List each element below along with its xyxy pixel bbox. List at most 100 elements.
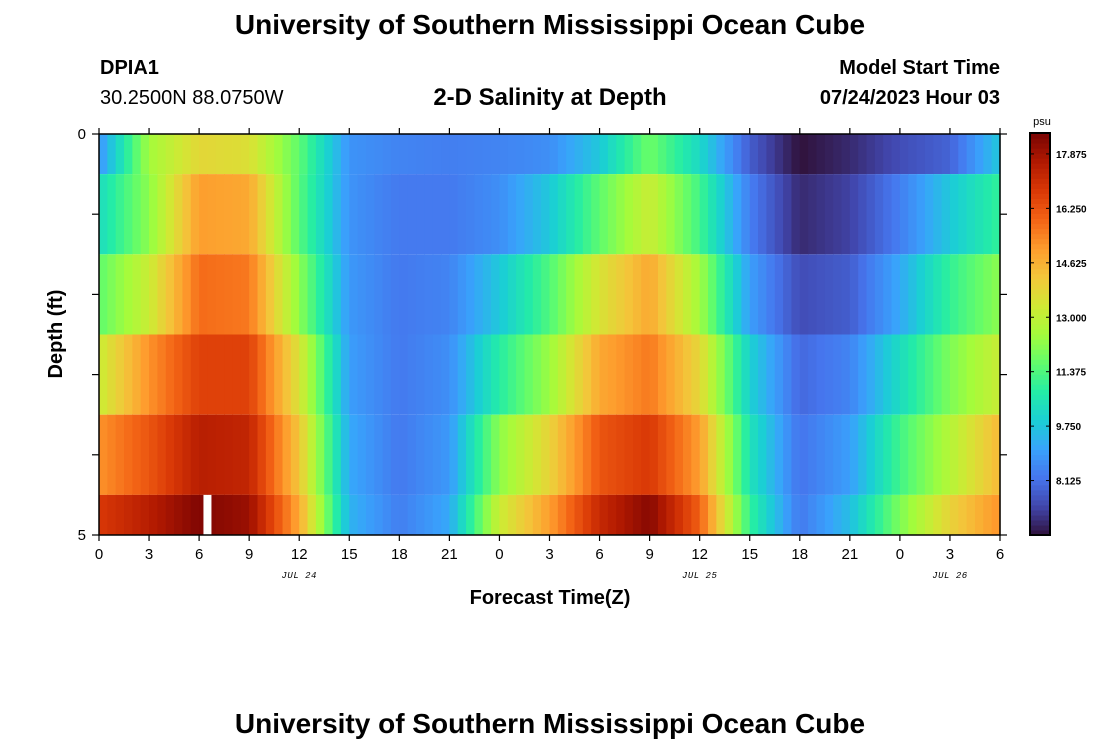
heatmap-cell [724,414,734,495]
heatmap-cell [916,254,926,335]
heatmap-cell [591,334,601,415]
heatmap-cell [866,134,876,175]
heatmap-cell [507,174,517,255]
heatmap-cell [432,494,442,535]
heatmap-cell [849,254,859,335]
heatmap-cell [774,174,784,255]
heatmap-cell [407,174,417,255]
heatmap-cell [340,494,350,535]
colorbar-tick-label: 9.750 [1056,422,1081,433]
heatmap-cell [99,334,108,415]
heatmap-cell [691,174,701,255]
heatmap-cell [774,254,784,335]
x-tick-label: 18 [391,546,408,563]
heatmap-cell [758,334,767,415]
heatmap-cell [457,334,467,415]
heatmap-cell [524,494,534,535]
colorbar-segment [1030,474,1050,481]
heatmap-cell [190,494,200,535]
colorbar-segment [1030,143,1050,149]
heatmap-cell [274,254,284,335]
heatmap-cell [265,134,275,175]
heatmap-cell [157,254,167,335]
colorbar-segment [1030,318,1050,325]
heatmap-cell [466,494,476,535]
heatmap-cell [224,134,234,175]
heatmap-cell [482,134,492,175]
heatmap-cell [699,414,709,495]
heatmap-cell [816,174,826,255]
heatmap-cell [424,174,434,255]
heatmap-cell [499,334,509,415]
heatmap-cell [274,134,284,175]
heatmap-cell [482,334,492,415]
colorbar-segment [1030,494,1050,501]
heatmap-cell [524,334,534,415]
heatmap-cell [874,254,884,335]
heatmap-cell [115,494,125,535]
heatmap-cell [632,174,642,255]
heatmap-cell [541,494,551,535]
heatmap-cell [491,174,501,255]
heatmap-cell [766,174,776,255]
heatmap-cell [174,134,184,175]
heatmap-cell [766,494,776,535]
heatmap-cell [182,414,192,495]
x-tick-label: 3 [545,546,553,563]
colorbar-segment [1030,328,1050,335]
heatmap-cell [791,414,801,495]
heatmap-cell [616,134,626,175]
heatmap-cell [816,414,826,495]
colorbar-segment [1030,524,1050,531]
heatmap-cell [340,134,350,175]
heatmap-cell [824,254,834,335]
heatmap-cell [165,334,175,415]
heatmap-cell [207,414,217,495]
heatmap-cell [416,134,425,175]
heatmap-cell [240,174,250,255]
heatmap-cell [599,414,609,495]
colorbar-segment [1030,489,1050,496]
heatmap-cell [666,134,676,175]
heatmap-cell [482,254,492,335]
heatmap-cell [107,414,117,495]
x-tick-label: 6 [195,546,203,563]
heatmap-cell [883,334,893,415]
heatmap-cell [591,414,601,495]
colorbar-segment [1030,148,1050,154]
heatmap-cell [299,254,309,335]
heatmap-cell [382,134,392,175]
heatmap-cell [716,334,726,415]
date-label: JUL 24 [282,571,317,581]
heatmap-cell [607,254,617,335]
heatmap-cell [507,134,517,175]
heatmap-cell [132,334,142,415]
heatmap-cell [232,334,242,415]
heatmap-cell [190,414,200,495]
heatmap-cell [407,494,417,535]
heatmap-cell [265,494,275,535]
heatmap-cell [132,134,142,175]
colorbar-segment [1030,228,1050,235]
colorbar-segment [1030,344,1050,350]
heatmap-cell [374,254,384,335]
heatmap-cell [924,174,934,255]
heatmap-cell [390,494,400,535]
colorbar-segment [1030,253,1050,260]
heatmap-cell [799,134,809,175]
heatmap-cell [783,494,793,535]
heatmap-cell [816,334,826,415]
y-tick-label: 0 [78,126,86,143]
heatmap-cell [758,414,767,495]
heatmap-cell [299,494,309,535]
heatmap-cell [766,414,776,495]
y-tick-label: 5 [78,527,86,544]
heatmap-cell [849,174,859,255]
heatmap-cell [174,414,184,495]
heatmap-cell [699,494,709,535]
heatmap-cell [582,414,592,495]
heatmap-cell [582,494,592,535]
heatmap-cell [833,254,843,335]
heatmap-cell [499,134,509,175]
